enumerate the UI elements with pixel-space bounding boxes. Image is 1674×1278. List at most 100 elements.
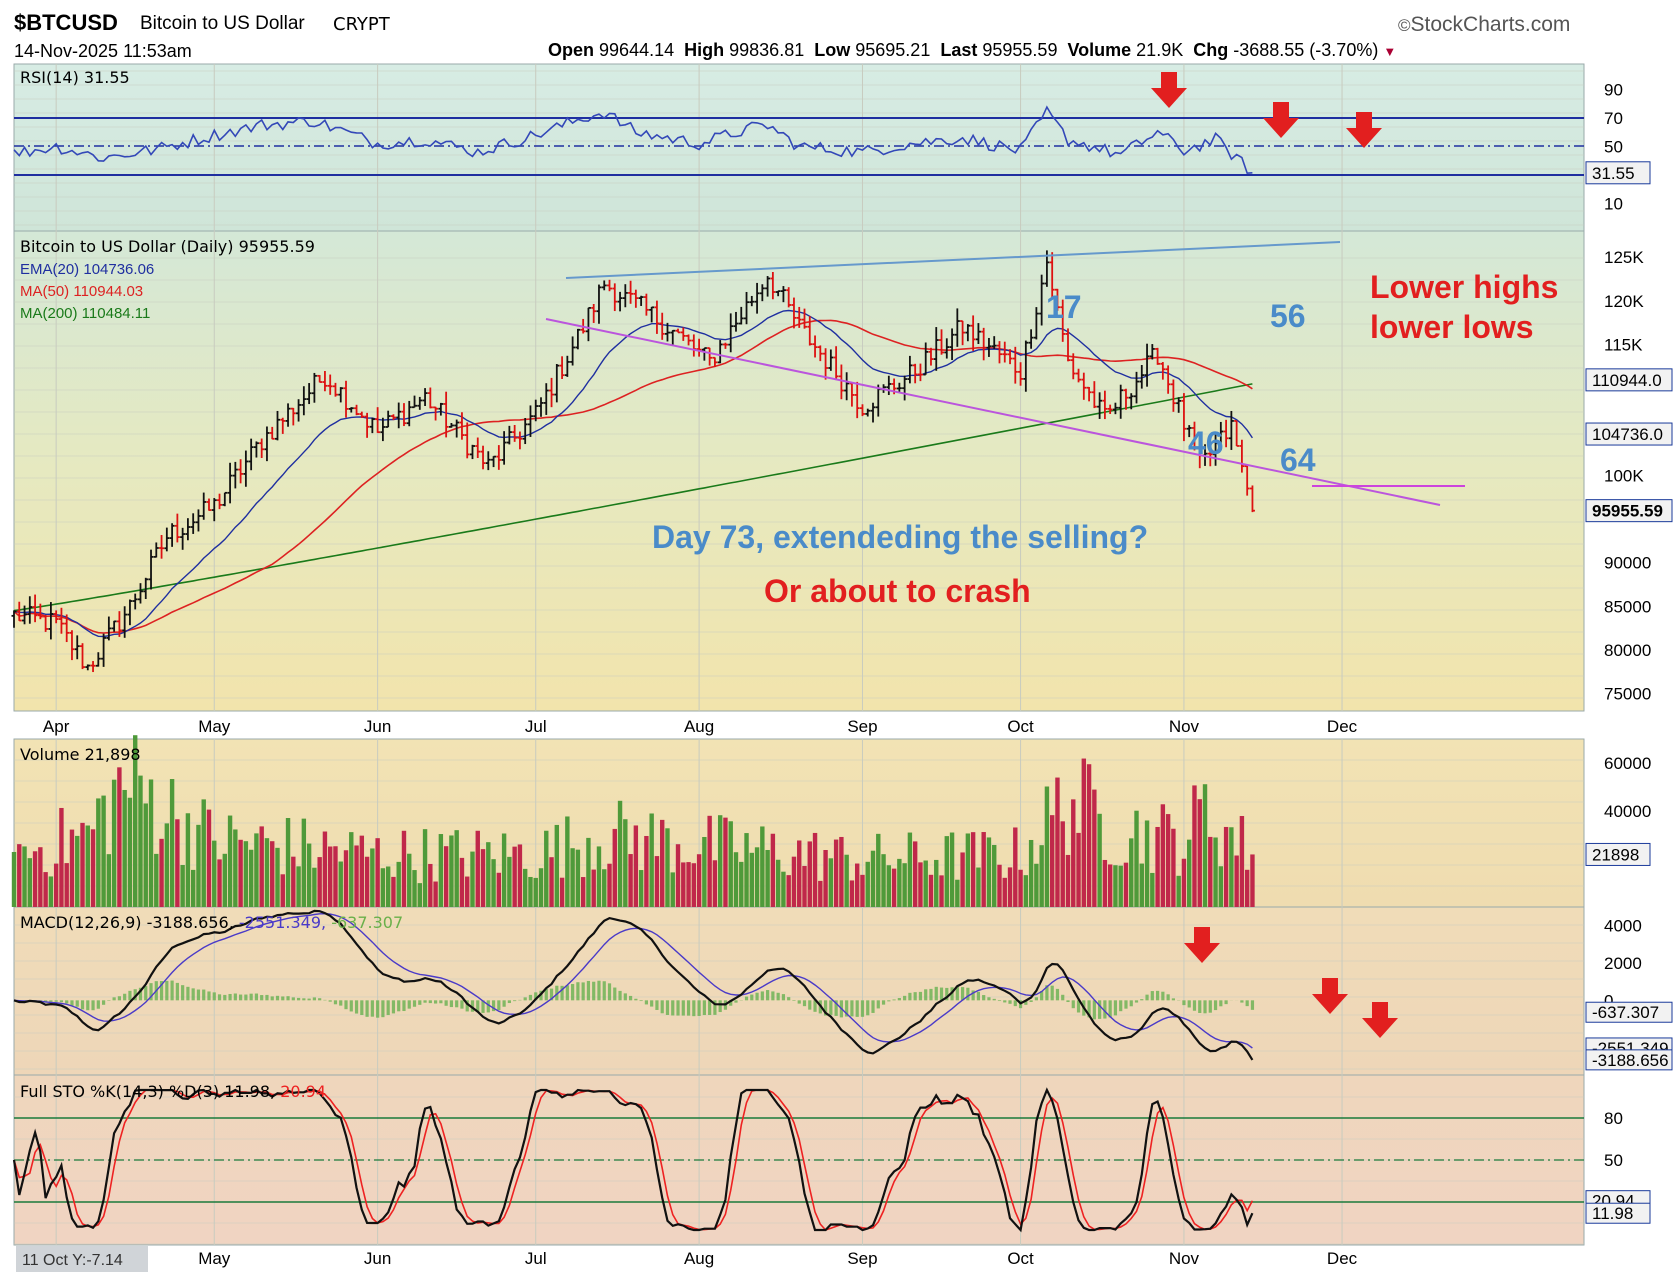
macd-hist-bar [1166,994,1170,1001]
price-label: Bitcoin to US Dollar (Daily) 95955.59 [20,237,315,256]
low-label: Low [814,40,851,60]
volume-bar [449,835,454,907]
macd-hist-bar [286,996,290,1001]
volume-bar [1129,838,1134,907]
volume-bar [865,861,870,907]
price-bar [1144,343,1150,387]
volume-tick-label: 40000 [1604,802,1651,821]
price-bar [1244,465,1250,496]
volume-bar [923,860,928,907]
volume-bar [686,862,691,907]
volume-bar [860,874,865,907]
price-bar [859,404,865,417]
macd-hist-bar [766,990,770,1001]
volume-bar [855,863,860,907]
price-bar [1097,392,1103,419]
volume-bar [1187,839,1192,907]
macd-hist-bar [1040,991,1044,1001]
price-bar [480,445,486,470]
month-tick-label: Jul [525,717,547,736]
price-bar [1018,362,1024,386]
price-bar [649,306,655,323]
price-axis: 125K 120K 115K 110944.0 104736.0 100K 95955.59… [1585,248,1673,704]
volume-bar [270,841,275,907]
macd-tag-box [1585,1001,1673,1023]
price-bar [865,408,871,417]
price-bar [48,602,54,640]
month-tick-label: Aug [684,1249,714,1268]
price-bar [854,381,860,419]
volume-bar [85,825,90,907]
volume-bar [638,870,644,907]
price-bar [986,337,992,357]
ohlc-bar: Open 99644.14 High 99836.81 Low 95695.21… [548,40,1396,61]
volume-bar [201,799,206,907]
volume-bar [960,852,965,907]
macd-hist-bar [159,981,164,1001]
price-bar [759,284,765,302]
price-bar [754,282,760,314]
price-x-axis: Apr May Jun Jul Aug Sep Oct Nov Dec [43,717,1358,736]
macd-hist-bar [149,983,153,1001]
volume-bar [417,883,422,907]
price-bar [1060,299,1066,342]
macd-hist-bar [49,1000,53,1002]
exchange-label: CRYPT [333,14,390,35]
copyright-icon: © [1398,16,1411,35]
symbol-label: $BTCUSD [14,10,118,35]
volume-bar [243,841,249,907]
macd-hist-bar [781,994,786,1001]
volume-bar [38,847,43,907]
macd-hist-bar [623,993,627,1001]
price-bar [69,630,75,661]
volume-bar [712,860,718,907]
macd-hist-bar [491,1000,496,1012]
volume-bar [538,868,544,907]
macd-hist-bar [544,988,548,1001]
macd-hist-bar [992,998,996,1001]
macd-hist-bar [481,1000,485,1013]
price-bar [828,349,834,371]
volume-bar [127,797,133,907]
price-bar [912,363,918,384]
volume-bar [670,872,675,907]
volume-value: 21.9K [1136,40,1184,60]
volume-bar [175,819,180,907]
macd-hist-bar [613,987,617,1001]
macd-hist-bar [1208,1000,1212,1013]
price-bar [269,426,275,440]
price-bar [991,336,997,349]
volume-bar [797,840,802,907]
macd-hist-bar [455,1000,459,1008]
rsi-tick-label: 50 [1604,138,1623,157]
macd-hist-bar [434,1000,438,1004]
macd-hist-bar [744,996,749,1001]
price-bar [143,577,149,600]
macd-hist-bar [439,1000,443,1004]
macd-hist-bar [1134,1000,1139,1003]
price-bar [1176,397,1182,413]
price-bar [886,375,892,395]
price-bar [838,364,844,400]
price-bar [496,445,502,470]
brand-name: StockCharts.com [1410,13,1571,36]
price-bar [907,355,913,384]
price-bar [280,417,286,434]
price-bar [332,382,338,397]
price-bar [1123,388,1129,410]
price-bar [506,425,512,445]
price-bar [728,313,734,353]
macd-hist-bar [976,991,981,1001]
macd-hist-bar [713,1000,717,1015]
macd-hist-bar [296,997,301,1001]
price-bar [217,493,223,510]
ema20-line [13,309,1253,638]
macd-hist-bar [855,1000,859,1017]
price-bar [454,419,460,438]
price-bar [211,498,217,522]
month-tick-label: Sep [847,717,877,736]
macd-hist-bar [729,1000,733,1006]
macd-hist-bar [196,989,201,1001]
rsi-tick-label: 10 [1604,195,1623,214]
volume-bar [522,868,528,907]
